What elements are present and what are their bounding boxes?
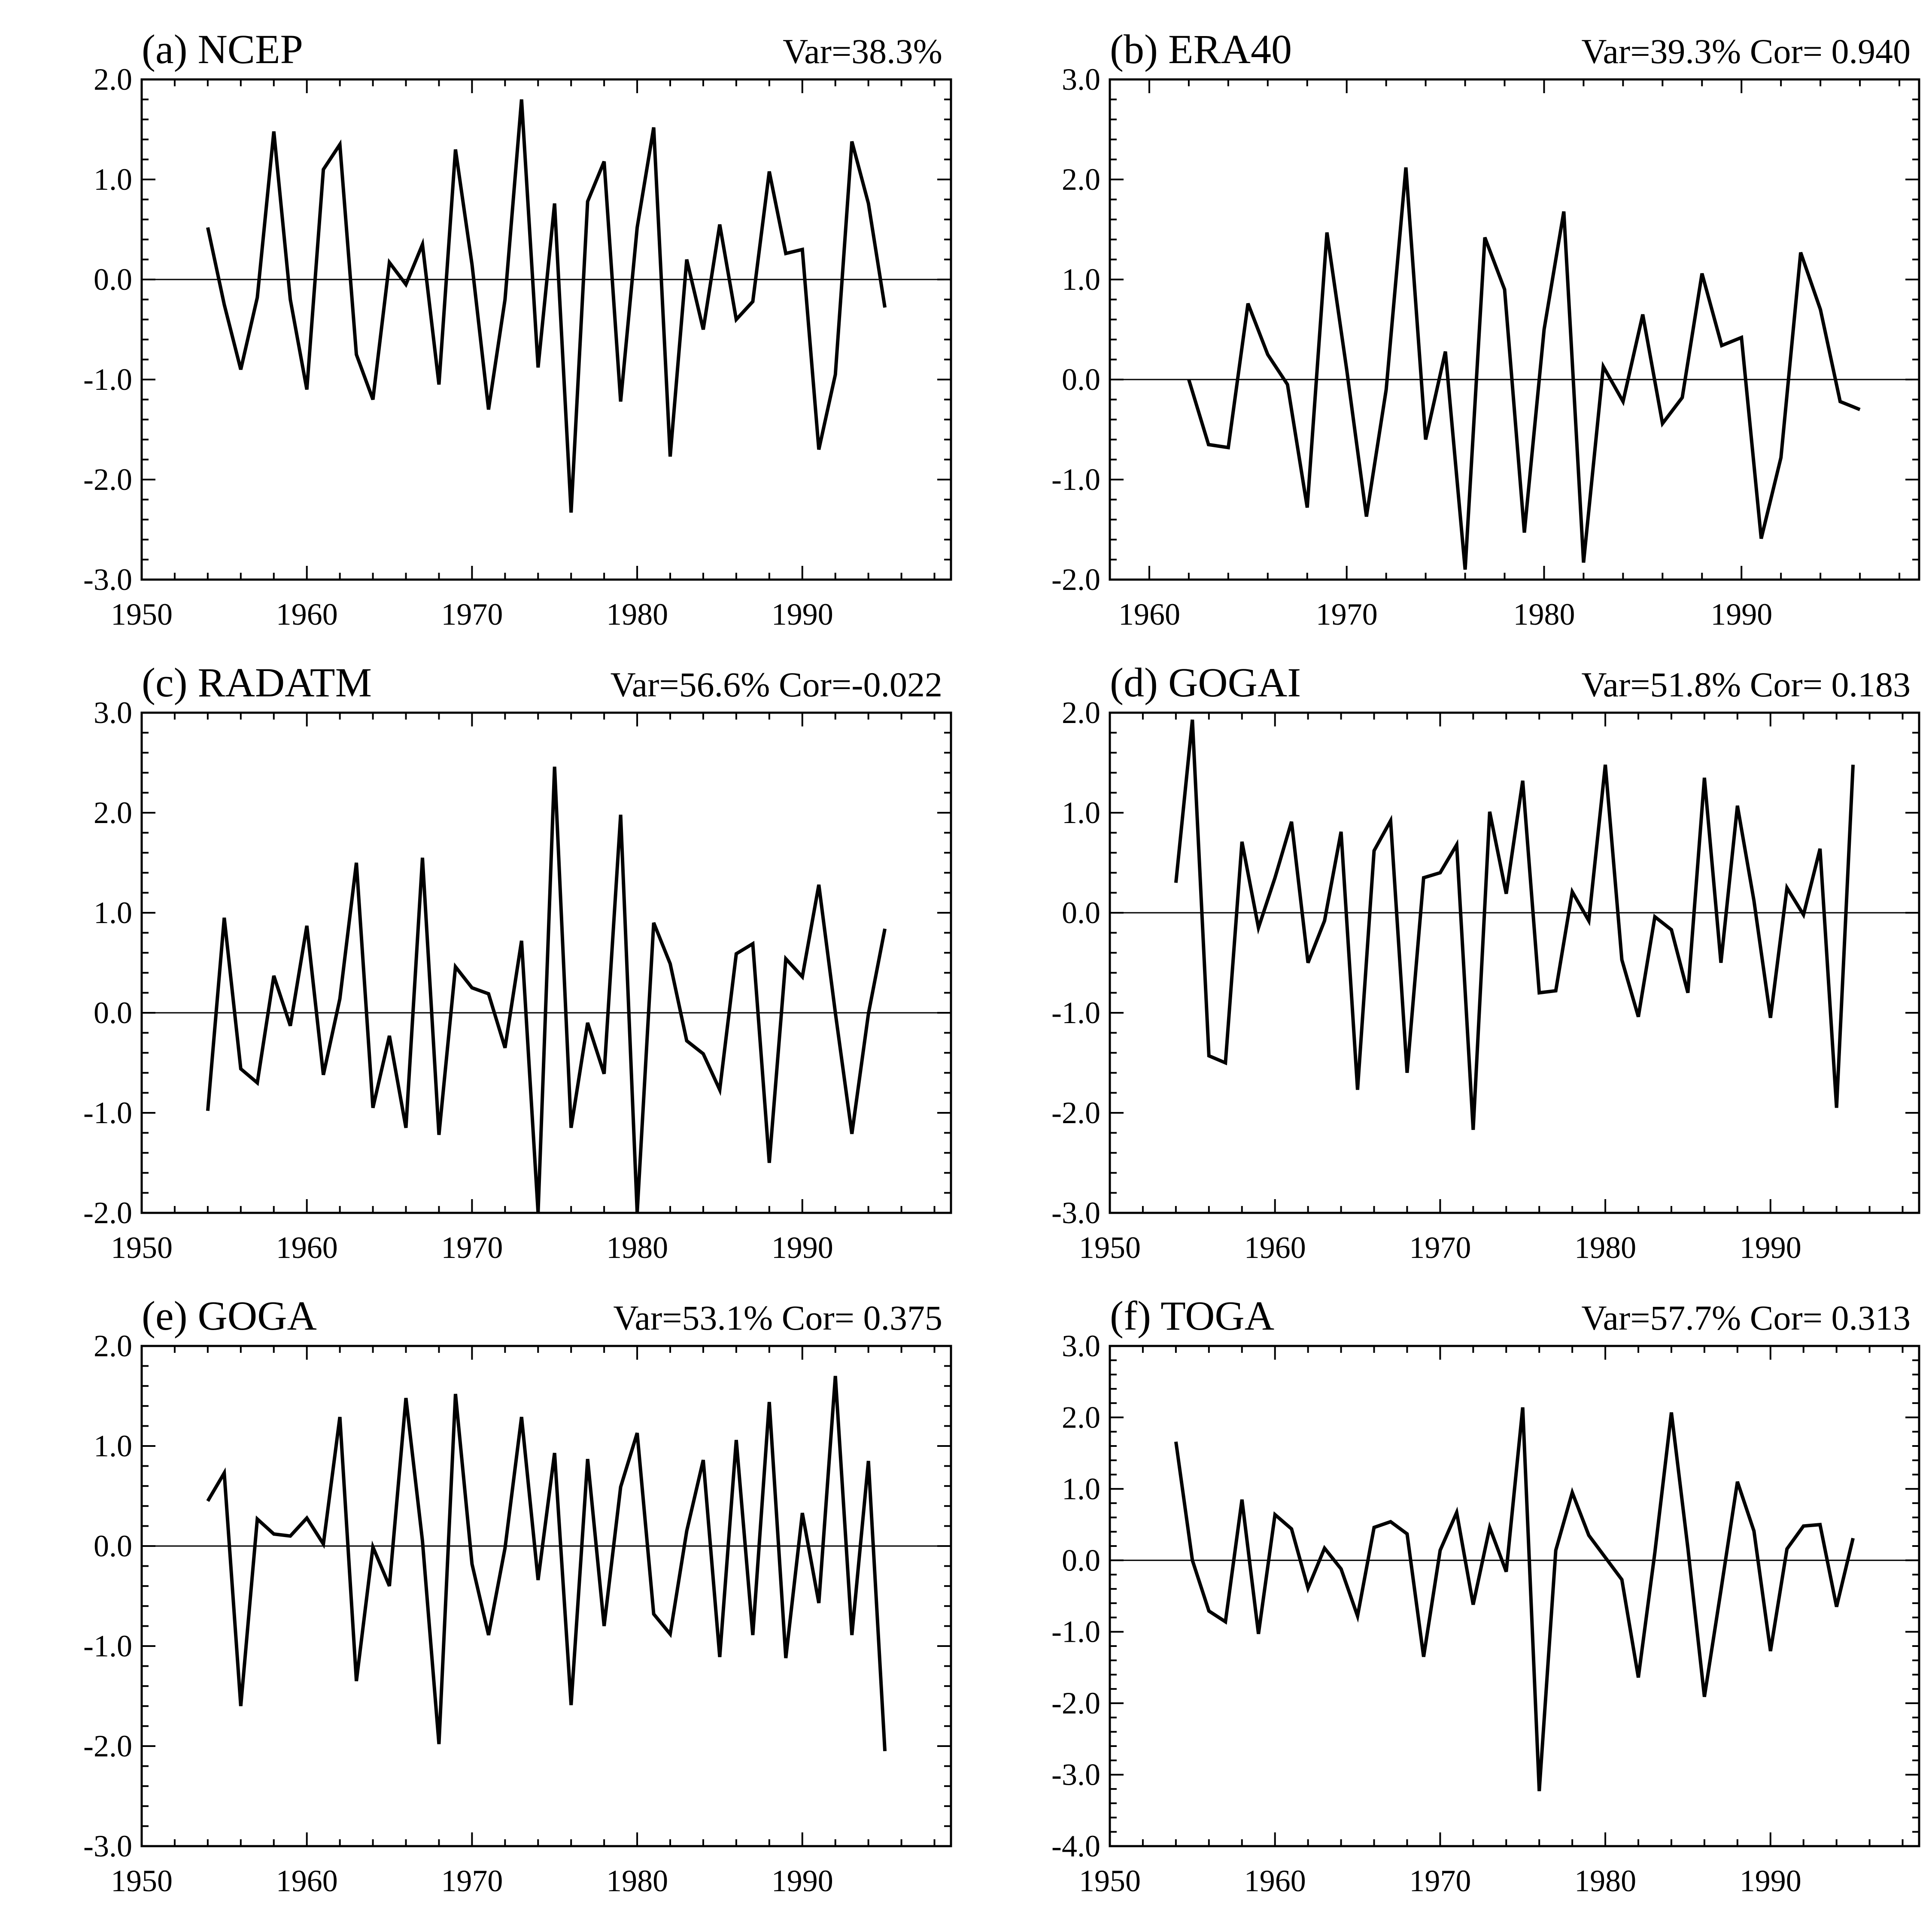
- y-tick-label: 1.0: [94, 1429, 132, 1463]
- y-tick-label: 0.0: [1062, 896, 1100, 930]
- x-tick-label: 1990: [772, 1864, 833, 1898]
- series-line: [206, 99, 887, 513]
- series-line: [1174, 1407, 1855, 1792]
- panel-title: (a) NCEP: [142, 26, 303, 72]
- y-tick-label: 3.0: [94, 696, 132, 730]
- x-tick-label: 1970: [441, 1230, 503, 1265]
- x-tick-label: 1980: [606, 1230, 668, 1265]
- panel-1: 1950 1960 1970 1980 1990 -3.0 -2.0 -1.0 0.0 1.0 2.…: [83, 26, 952, 632]
- panel-stats: Var=51.8% Cor= 0.183: [1581, 665, 1911, 704]
- y-tick-label: -2.0: [83, 462, 132, 497]
- x-tick-label: 1950: [111, 597, 173, 632]
- x-tick-label: 1970: [441, 1864, 503, 1898]
- panel-2: 1960 1970 1980 1990 -2.0 -1.0 0.0 1.0 2.0 3.0 (b) …: [1051, 26, 1920, 632]
- x-tick-label: 1980: [606, 597, 668, 632]
- series-line: [206, 1376, 887, 1751]
- panel-title: (f) TOGA: [1110, 1293, 1274, 1339]
- x-tick-label: 1950: [1079, 1230, 1141, 1265]
- x-tick-label: 1960: [276, 1230, 338, 1265]
- y-tick-label: -3.0: [1051, 1758, 1100, 1792]
- y-tick-label: 0.0: [94, 262, 132, 297]
- y-tick-label: -1.0: [1051, 996, 1100, 1030]
- y-tick-label: 0.0: [1062, 362, 1100, 397]
- x-tick-label: 1980: [1513, 597, 1575, 632]
- y-tick-label: 2.0: [94, 1329, 132, 1363]
- series-line: [1187, 167, 1861, 570]
- x-tick-label: 1970: [1409, 1864, 1471, 1898]
- y-tick-label: 1.0: [1062, 262, 1100, 297]
- x-tick-label: 1990: [1740, 1230, 1801, 1265]
- x-tick-label: 1980: [1574, 1864, 1636, 1898]
- panel-5: 1950 1960 1970 1980 1990 -3.0 -2.0 -1.0 0.0 1.0 2.…: [83, 1293, 952, 1898]
- panel-stats: Var=56.6% Cor=-0.022: [611, 665, 942, 704]
- y-tick-label: 0.0: [94, 996, 132, 1030]
- y-tick-label: -3.0: [83, 1829, 132, 1863]
- x-tick-label: 1970: [441, 597, 503, 632]
- x-tick-label: 1960: [1118, 597, 1180, 632]
- plot-frame: [140, 78, 952, 581]
- y-tick-label: -3.0: [1051, 1196, 1100, 1230]
- y-tick-label: 2.0: [1062, 1400, 1100, 1434]
- y-tick-label: 1.0: [1062, 796, 1100, 830]
- x-tick-label: 1980: [1574, 1230, 1636, 1265]
- series-line: [1174, 719, 1855, 1130]
- y-tick-label: -3.0: [83, 562, 132, 597]
- y-tick-label: 2.0: [1062, 696, 1100, 730]
- y-tick-label: 3.0: [1062, 62, 1100, 97]
- y-tick-label: 0.0: [1062, 1543, 1100, 1577]
- panel-6: 1950 1960 1970 1980 1990 -4.0 -3.0 -2.0 -1.0 0.0 1…: [1051, 1293, 1920, 1898]
- x-tick-label: 1960: [1244, 1230, 1306, 1265]
- x-tick-label: 1960: [276, 1864, 338, 1898]
- panel-title: (c) RADATM: [142, 659, 372, 705]
- y-tick-label: 1.0: [94, 896, 132, 930]
- x-tick-label: 1950: [111, 1230, 173, 1265]
- x-tick-label: 1950: [111, 1864, 173, 1898]
- y-tick-label: -1.0: [83, 362, 132, 397]
- x-tick-label: 1980: [606, 1864, 668, 1898]
- y-tick-label: -2.0: [1051, 562, 1100, 597]
- y-tick-label: -4.0: [1051, 1829, 1100, 1863]
- x-tick-label: 1950: [1079, 1864, 1141, 1898]
- y-tick-label: -2.0: [83, 1729, 132, 1763]
- x-tick-label: 1960: [1244, 1864, 1306, 1898]
- x-tick-label: 1990: [1710, 597, 1772, 632]
- plot-frame: [1109, 711, 1920, 1214]
- x-tick-label: 1970: [1409, 1230, 1471, 1265]
- x-tick-label: 1990: [772, 1230, 833, 1265]
- x-tick-label: 1990: [1740, 1864, 1801, 1898]
- panel-title: (b) ERA40: [1110, 26, 1292, 72]
- panel-3: 1950 1960 1970 1980 1990 -2.0 -1.0 0.0 1.0 2.0 3.0…: [83, 659, 952, 1265]
- y-tick-label: -1.0: [83, 1629, 132, 1663]
- panel-stats: Var=53.1% Cor= 0.375: [613, 1298, 942, 1337]
- y-tick-label: 3.0: [1062, 1329, 1100, 1363]
- y-tick-label: 1.0: [1062, 1472, 1100, 1506]
- y-tick-label: -2.0: [1051, 1686, 1100, 1720]
- panel-title: (d) GOGAI: [1110, 659, 1301, 705]
- y-tick-label: -2.0: [83, 1196, 132, 1230]
- x-tick-label: 1960: [276, 597, 338, 632]
- x-tick-label: 1990: [772, 597, 833, 632]
- y-tick-label: 2.0: [94, 62, 132, 97]
- y-tick-label: 1.0: [94, 162, 132, 197]
- panel-title: (e) GOGA: [142, 1293, 317, 1339]
- y-tick-label: -1.0: [83, 1096, 132, 1130]
- plot-frame: [1109, 1345, 1920, 1847]
- y-tick-label: -1.0: [1051, 462, 1100, 497]
- y-tick-label: -2.0: [1051, 1096, 1100, 1130]
- y-tick-label: 2.0: [1062, 162, 1100, 197]
- y-tick-label: -1.0: [1051, 1615, 1100, 1649]
- y-tick-label: 0.0: [94, 1529, 132, 1563]
- plot-frame: [1109, 78, 1920, 581]
- panel-stats: Var=39.3% Cor= 0.940: [1581, 32, 1911, 71]
- series-line: [206, 766, 887, 1213]
- plot-frame: [140, 711, 952, 1214]
- panel-stats: Var=38.3%: [783, 32, 942, 71]
- x-tick-label: 1970: [1316, 597, 1378, 632]
- panel-4: 1950 1960 1970 1980 1990 -3.0 -2.0 -1.0 0.0 1.0 2.…: [1051, 659, 1920, 1265]
- panel-stats: Var=57.7% Cor= 0.313: [1581, 1298, 1911, 1337]
- y-tick-label: 2.0: [94, 796, 132, 830]
- plot-frame: [140, 1345, 952, 1847]
